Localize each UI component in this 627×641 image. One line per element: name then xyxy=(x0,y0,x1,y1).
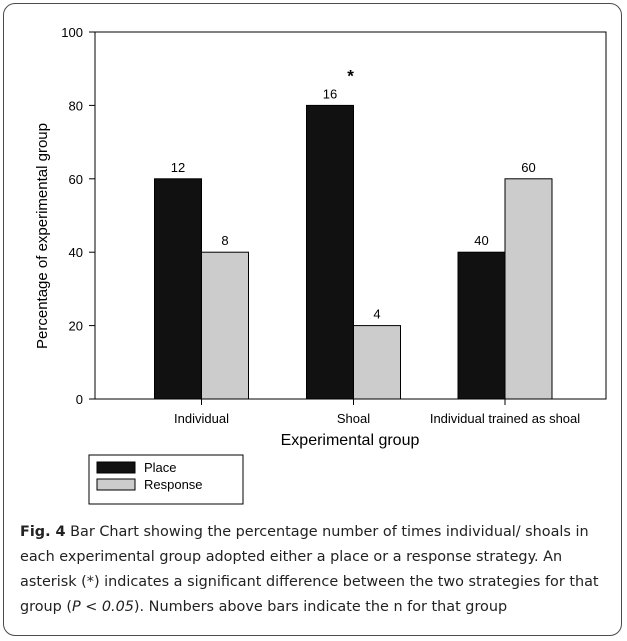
bars-group xyxy=(154,104,553,400)
bar-place-1 xyxy=(154,178,202,400)
bar-response-1 xyxy=(201,251,249,400)
legend-swatch-response xyxy=(96,478,136,491)
y-axis-label: Percentage of experimental group xyxy=(34,123,51,349)
x-axis-label: Experimental group xyxy=(281,432,420,449)
y-tick-label: 60 xyxy=(69,172,83,187)
bar-n-label: 8 xyxy=(221,233,228,248)
bar-n-label: 60 xyxy=(521,160,535,175)
x-tick-label: Individual xyxy=(174,411,229,426)
figure-label: Fig. 4 xyxy=(20,524,66,540)
y-tick-label: 40 xyxy=(69,245,83,260)
bar-response-3 xyxy=(504,178,553,400)
x-tick-label: Shoal xyxy=(337,411,370,426)
y-tick-label: 0 xyxy=(76,392,83,407)
bar-place-2 xyxy=(306,104,354,400)
legend-label-place: Place xyxy=(144,460,177,475)
significance-asterisk: * xyxy=(347,66,354,85)
y-axis: 0 20 40 60 80 100 xyxy=(61,25,95,407)
bar-n-label: 40 xyxy=(474,233,488,248)
caption-text-end: ). Numbers above bars indicate the n for… xyxy=(133,599,508,615)
figure-caption: Fig. 4 Bar Chart showing the percentage … xyxy=(20,520,610,620)
legend-swatch-place xyxy=(96,461,136,474)
caption-p-value: < 0.05 xyxy=(80,599,134,615)
y-tick-label: 100 xyxy=(61,25,83,40)
bar-labels-group: 12 8 16 4 40 60 * xyxy=(171,66,536,321)
bar-n-label: 12 xyxy=(171,160,185,175)
legend: Place Response xyxy=(88,454,244,505)
x-tick-label: Individual trained as shoal xyxy=(430,411,580,426)
caption-text: Bar Chart showing the percentage number … xyxy=(20,524,599,615)
legend-label-response: Response xyxy=(144,477,203,492)
caption-p-symbol: P xyxy=(71,599,81,615)
bar-n-label: 16 xyxy=(323,86,337,101)
y-tick-label: 20 xyxy=(69,319,83,334)
bar-n-label: 4 xyxy=(373,307,380,322)
y-tick-label: 80 xyxy=(69,98,83,113)
bar-response-2 xyxy=(353,325,401,400)
bar-place-3 xyxy=(457,251,506,400)
x-axis: Individual Shoal Individual trained as sho… xyxy=(174,399,580,426)
